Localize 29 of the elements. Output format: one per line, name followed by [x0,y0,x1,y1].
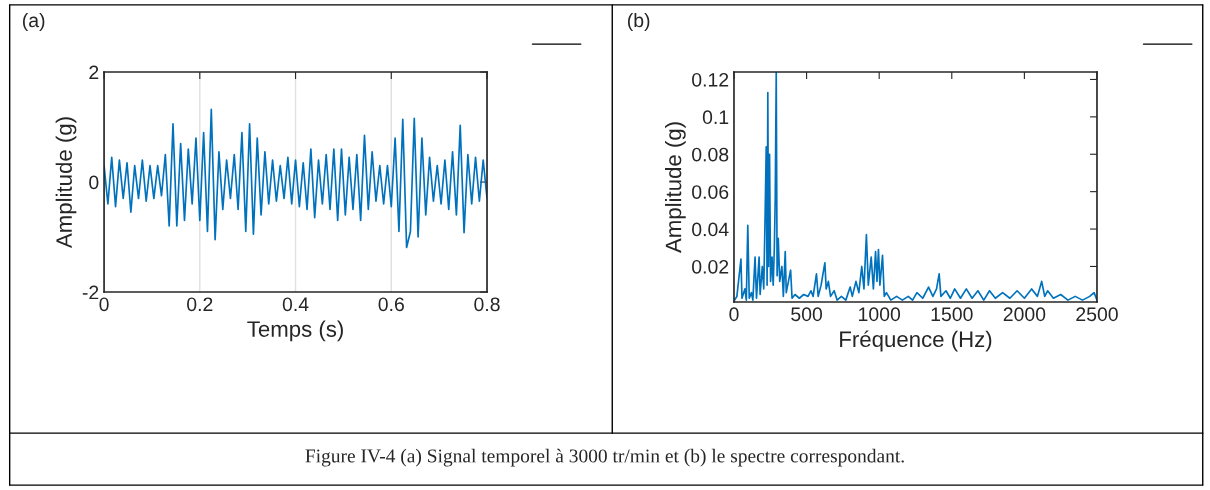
y-tick-label: 0.08 [692,147,729,162]
y-tick-label: 0.12 [692,72,729,87]
x-tick-label: 0.4 [282,297,309,312]
text: Figure IV-4 (a) Signal temporel à 3000 tr/min et (b) le spectre correspondant. [305,448,904,467]
y-tick-label: 0.1 [702,110,729,125]
x-tick-label: 2500 [1076,307,1118,322]
y-tick-label: 0.06 [692,185,729,199]
y-tick-label: 0 [89,175,99,190]
x-tick-label: 0 [99,297,109,312]
x-tick-label: 0.8 [474,297,500,312]
x-tick-label: 0.6 [378,297,404,312]
x-tick-label: 500 [791,307,823,322]
text: (a) [22,12,45,32]
x-tick-label: 1000 [859,307,901,322]
y-tick-label: 0.04 [692,222,729,237]
y-tick-label: 2 [89,65,99,80]
x-axis-title: Fréquence (Hz) [840,330,992,352]
y-axis-title: Amplitude (g) [665,122,686,254]
line-series [104,108,488,249]
x-axis-title: Temps (s) [247,320,343,342]
x-tick-label: 1500 [931,307,973,322]
x-tick-label: 0 [729,307,739,322]
y-tick-label: -2 [82,285,99,300]
x-tick-label: 2000 [1003,307,1046,322]
text: (b) [627,12,650,32]
line-series [733,71,1097,302]
y-axis-title: Amplitude (g) [55,117,77,249]
x-tick-label: 0.2 [187,297,213,312]
y-tick-label: 0.02 [692,259,729,274]
